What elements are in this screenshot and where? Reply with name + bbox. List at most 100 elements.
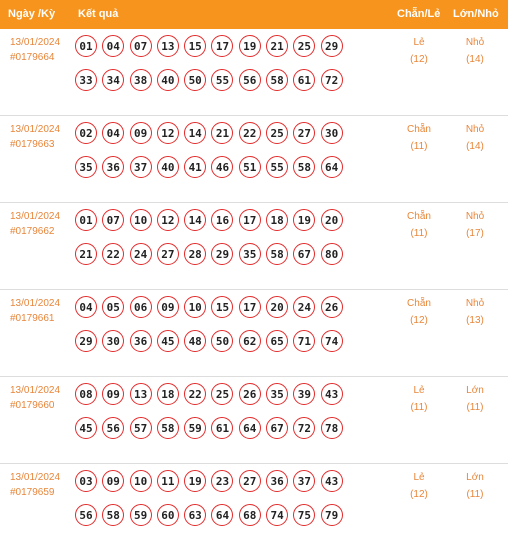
- draw-date: 13/01/2024: [10, 298, 61, 309]
- draw-id[interactable]: #0179659: [10, 487, 55, 498]
- ball-line: 29 30 36 45 48 50 62 65 71 74: [75, 330, 365, 354]
- number-ball: 17: [211, 35, 234, 57]
- number-ball: 56: [238, 69, 261, 91]
- even-odd-count: (11): [410, 141, 428, 152]
- number-ball: 09: [129, 122, 152, 144]
- big-small-label: Nhỏ: [465, 37, 485, 48]
- result-balls: 03 09 10 11 19 23 27 36 37 43 56 58 59 60 63 64 68 74 75 79: [75, 470, 365, 538]
- big-small-count: (11): [466, 489, 484, 500]
- number-ball: 18: [266, 209, 289, 231]
- number-ball: 46: [211, 156, 234, 178]
- number-ball: 65: [266, 330, 289, 352]
- number-ball: 20: [266, 296, 289, 318]
- even-odd-cell: Chẵn (11): [394, 124, 444, 152]
- number-ball: 41: [184, 156, 207, 178]
- number-ball: 40: [156, 156, 179, 178]
- even-odd-count: (12): [410, 489, 428, 500]
- number-ball: 56: [102, 417, 125, 439]
- ball-line: 01 04 07 13 15 17 19 21 25 29: [75, 35, 365, 59]
- table-row: 13/01/2024 #0179663 02 04 09 12 14 21 22 25 27 30 35…: [0, 116, 508, 203]
- number-ball: 58: [293, 156, 316, 178]
- number-ball: 21: [266, 35, 289, 57]
- draw-id[interactable]: #0179660: [10, 400, 55, 411]
- number-ball: 19: [293, 209, 316, 231]
- table-header: Ngày /Kỳ Kết quả Chẵn/Lẻ Lớn/Nhỏ: [0, 0, 508, 29]
- number-ball: 64: [238, 417, 261, 439]
- number-ball: 75: [293, 504, 316, 526]
- even-odd-count: (12): [410, 54, 428, 65]
- even-odd-cell: Chẵn (12): [394, 298, 444, 326]
- number-ball: 20: [320, 209, 343, 231]
- table-row: 13/01/2024 #0179664 01 04 07 13 15 17 19 21 25 29 33…: [0, 29, 508, 116]
- big-small-cell: Nhỏ (13): [450, 298, 500, 326]
- number-ball: 18: [156, 383, 179, 405]
- number-ball: 04: [75, 296, 97, 318]
- table-row: 13/01/2024 #0179661 04 05 06 09 10 15 17 20 24 26 29…: [0, 290, 508, 377]
- header-big-small: Lớn/Nhỏ: [453, 8, 499, 20]
- number-ball: 26: [238, 383, 261, 405]
- results-body: 13/01/2024 #0179664 01 04 07 13 15 17 19 21 25 29 33…: [0, 29, 508, 550]
- number-ball: 38: [129, 69, 152, 91]
- big-small-cell: Nhỏ (14): [450, 37, 500, 65]
- number-ball: 35: [266, 383, 289, 405]
- number-ball: 23: [211, 470, 234, 492]
- number-ball: 67: [293, 243, 316, 265]
- number-ball: 71: [293, 330, 316, 352]
- number-ball: 58: [266, 69, 289, 91]
- draw-date: 13/01/2024: [10, 37, 61, 48]
- ball-line: 21 22 24 27 28 29 35 58 67 80: [75, 243, 365, 267]
- result-balls: 04 05 06 09 10 15 17 20 24 26 29 30 36 45 48 50 62 65 71 74: [75, 296, 365, 364]
- number-ball: 15: [184, 35, 207, 57]
- draw-id[interactable]: #0179662: [10, 226, 55, 237]
- even-odd-label: Chẵn: [407, 211, 431, 222]
- number-ball: 78: [320, 417, 343, 439]
- big-small-cell: Nhỏ (14): [450, 124, 500, 152]
- ball-line: 04 05 06 09 10 15 17 20 24 26: [75, 296, 365, 320]
- number-ball: 37: [293, 470, 316, 492]
- even-odd-label: Lẻ: [413, 385, 425, 396]
- ball-line: 01 07 10 12 14 16 17 18 19 20: [75, 209, 365, 233]
- number-ball: 61: [211, 417, 234, 439]
- header-result: Kết quả: [78, 8, 119, 20]
- number-ball: 07: [129, 35, 152, 57]
- number-ball: 03: [75, 470, 97, 492]
- number-ball: 13: [129, 383, 152, 405]
- number-ball: 58: [156, 417, 179, 439]
- number-ball: 06: [129, 296, 152, 318]
- number-ball: 25: [293, 35, 316, 57]
- number-ball: 45: [75, 417, 97, 439]
- even-odd-count: (12): [410, 315, 428, 326]
- number-ball: 51: [238, 156, 261, 178]
- number-ball: 22: [238, 122, 261, 144]
- number-ball: 12: [156, 209, 179, 231]
- draw-id[interactable]: #0179664: [10, 52, 55, 63]
- number-ball: 29: [320, 35, 343, 57]
- draw-id[interactable]: #0179661: [10, 313, 55, 324]
- number-ball: 07: [102, 209, 125, 231]
- number-ball: 27: [293, 122, 316, 144]
- result-balls: 01 04 07 13 15 17 19 21 25 29 33 34 38 40 50 55 56 58 61 72: [75, 35, 365, 103]
- number-ball: 61: [293, 69, 316, 91]
- even-odd-count: (11): [410, 228, 428, 239]
- number-ball: 05: [102, 296, 125, 318]
- even-odd-label: Lẻ: [413, 472, 425, 483]
- even-odd-label: Chẵn: [407, 298, 431, 309]
- big-small-count: (14): [466, 54, 484, 65]
- big-small-count: (17): [466, 228, 484, 239]
- big-small-label: Lớn: [466, 385, 484, 396]
- number-ball: 29: [75, 330, 97, 352]
- number-ball: 04: [102, 122, 125, 144]
- number-ball: 22: [102, 243, 125, 265]
- number-ball: 72: [320, 69, 343, 91]
- even-odd-label: Chẵn: [407, 124, 431, 135]
- draw-id[interactable]: #0179663: [10, 139, 55, 150]
- number-ball: 09: [156, 296, 179, 318]
- ball-line: 08 09 13 18 22 25 26 35 39 43: [75, 383, 365, 407]
- big-small-cell: Lớn (11): [450, 385, 500, 413]
- big-small-label: Lớn: [466, 472, 484, 483]
- draw-date: 13/01/2024: [10, 211, 61, 222]
- number-ball: 14: [184, 122, 207, 144]
- big-small-label: Nhỏ: [465, 298, 485, 309]
- number-ball: 45: [156, 330, 179, 352]
